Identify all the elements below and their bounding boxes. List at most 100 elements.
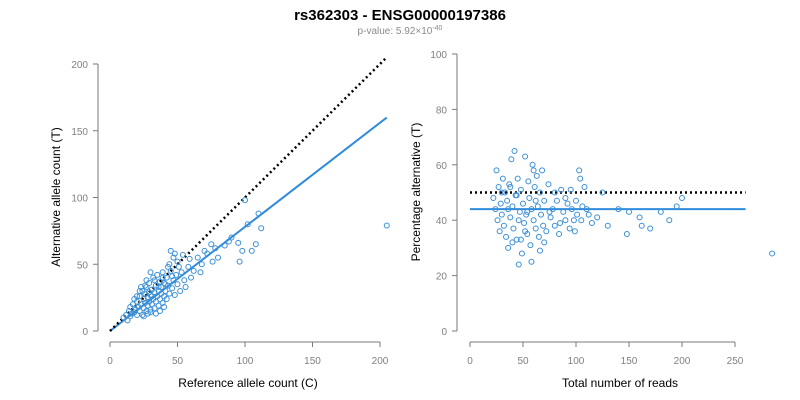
data-point xyxy=(588,219,595,226)
data-point xyxy=(156,278,163,285)
data-point xyxy=(626,208,632,215)
right-panel: 0 50 100 150 200 250 0 20 40 60 80 100 Total number … xyxy=(409,50,776,390)
data-point xyxy=(188,274,194,281)
data-point xyxy=(530,217,537,224)
data-point xyxy=(151,277,158,284)
data-point xyxy=(142,282,149,289)
data-point xyxy=(577,175,584,182)
data-point xyxy=(228,234,235,241)
data-point xyxy=(508,156,515,163)
x-tick-label: 100 xyxy=(568,356,585,367)
data-point xyxy=(551,222,558,229)
data-point xyxy=(517,236,524,243)
data-point xyxy=(558,186,565,193)
data-point xyxy=(152,310,159,317)
x-tick-label: 150 xyxy=(304,356,321,367)
data-point xyxy=(533,172,540,179)
data-point xyxy=(242,197,248,204)
data-point xyxy=(507,183,514,190)
data-point xyxy=(517,186,524,193)
data-point xyxy=(173,271,180,278)
data-point xyxy=(142,290,149,297)
data-point xyxy=(599,189,606,196)
data-point xyxy=(505,244,512,251)
data-point xyxy=(209,258,216,265)
data-point xyxy=(535,233,542,240)
data-point xyxy=(169,273,176,280)
data-point xyxy=(507,214,514,221)
x-tick-label: 0 xyxy=(107,356,113,367)
data-point xyxy=(527,242,534,249)
data-point xyxy=(159,274,166,281)
data-point xyxy=(576,167,583,174)
data-point xyxy=(566,225,573,232)
data-point xyxy=(520,200,526,207)
data-point xyxy=(140,295,147,302)
data-point xyxy=(252,241,259,248)
data-point xyxy=(123,311,130,318)
data-point xyxy=(532,225,539,232)
data-point xyxy=(197,269,204,276)
left-panel: 0 50 100 150 200 0 50 100 150 200 Reference allele… xyxy=(49,56,390,390)
x-tick-label: 150 xyxy=(621,356,638,367)
data-point xyxy=(144,310,151,317)
x-tick-label: 50 xyxy=(517,356,529,367)
data-point xyxy=(129,301,136,308)
data-point xyxy=(500,222,507,229)
data-point xyxy=(154,271,161,278)
data-point xyxy=(499,175,506,182)
data-point xyxy=(545,181,552,188)
data-point xyxy=(647,225,654,232)
data-point xyxy=(546,208,553,215)
data-point xyxy=(179,251,186,258)
data-point xyxy=(636,214,643,221)
data-point xyxy=(515,217,522,224)
x-tick-label: 100 xyxy=(237,356,254,367)
data-point xyxy=(579,203,586,210)
data-point xyxy=(152,298,159,305)
data-point xyxy=(513,236,520,243)
data-point xyxy=(578,217,585,224)
data-point xyxy=(518,250,525,257)
data-point xyxy=(162,287,169,294)
data-point xyxy=(169,285,176,292)
data-point xyxy=(524,208,531,215)
data-point xyxy=(124,317,131,324)
data-point xyxy=(136,307,143,314)
data-point xyxy=(174,281,181,288)
data-point xyxy=(532,197,539,204)
data-point xyxy=(516,208,523,215)
data-point xyxy=(511,147,518,154)
x-axis-label: Reference allele count (C) xyxy=(178,376,317,390)
data-point xyxy=(556,231,563,238)
x-axis-label: Total number of reads xyxy=(562,376,678,390)
data-point xyxy=(525,178,532,185)
data-point xyxy=(158,283,165,290)
data-point xyxy=(531,183,538,190)
x-tick-label: 50 xyxy=(172,356,184,367)
data-point xyxy=(178,269,185,276)
data-point xyxy=(146,289,153,296)
data-point xyxy=(541,197,548,204)
data-point xyxy=(504,197,511,204)
data-point xyxy=(134,293,140,300)
data-point xyxy=(156,295,163,302)
data-point xyxy=(679,195,685,202)
data-point xyxy=(244,221,251,228)
data-point xyxy=(151,305,158,312)
data-point xyxy=(194,254,201,261)
data-point xyxy=(159,269,166,276)
data-point xyxy=(557,219,564,226)
y-tick-label: 150 xyxy=(71,127,88,138)
x-tick-label: 200 xyxy=(372,356,389,367)
y-tick-label: 100 xyxy=(71,194,88,205)
data-point xyxy=(564,200,571,207)
data-point xyxy=(198,261,205,268)
data-point xyxy=(513,192,520,199)
data-point xyxy=(140,313,147,320)
data-point xyxy=(515,261,522,268)
data-point xyxy=(215,254,221,261)
data-point xyxy=(167,267,174,274)
data-point xyxy=(235,239,242,246)
data-point xyxy=(530,167,537,174)
